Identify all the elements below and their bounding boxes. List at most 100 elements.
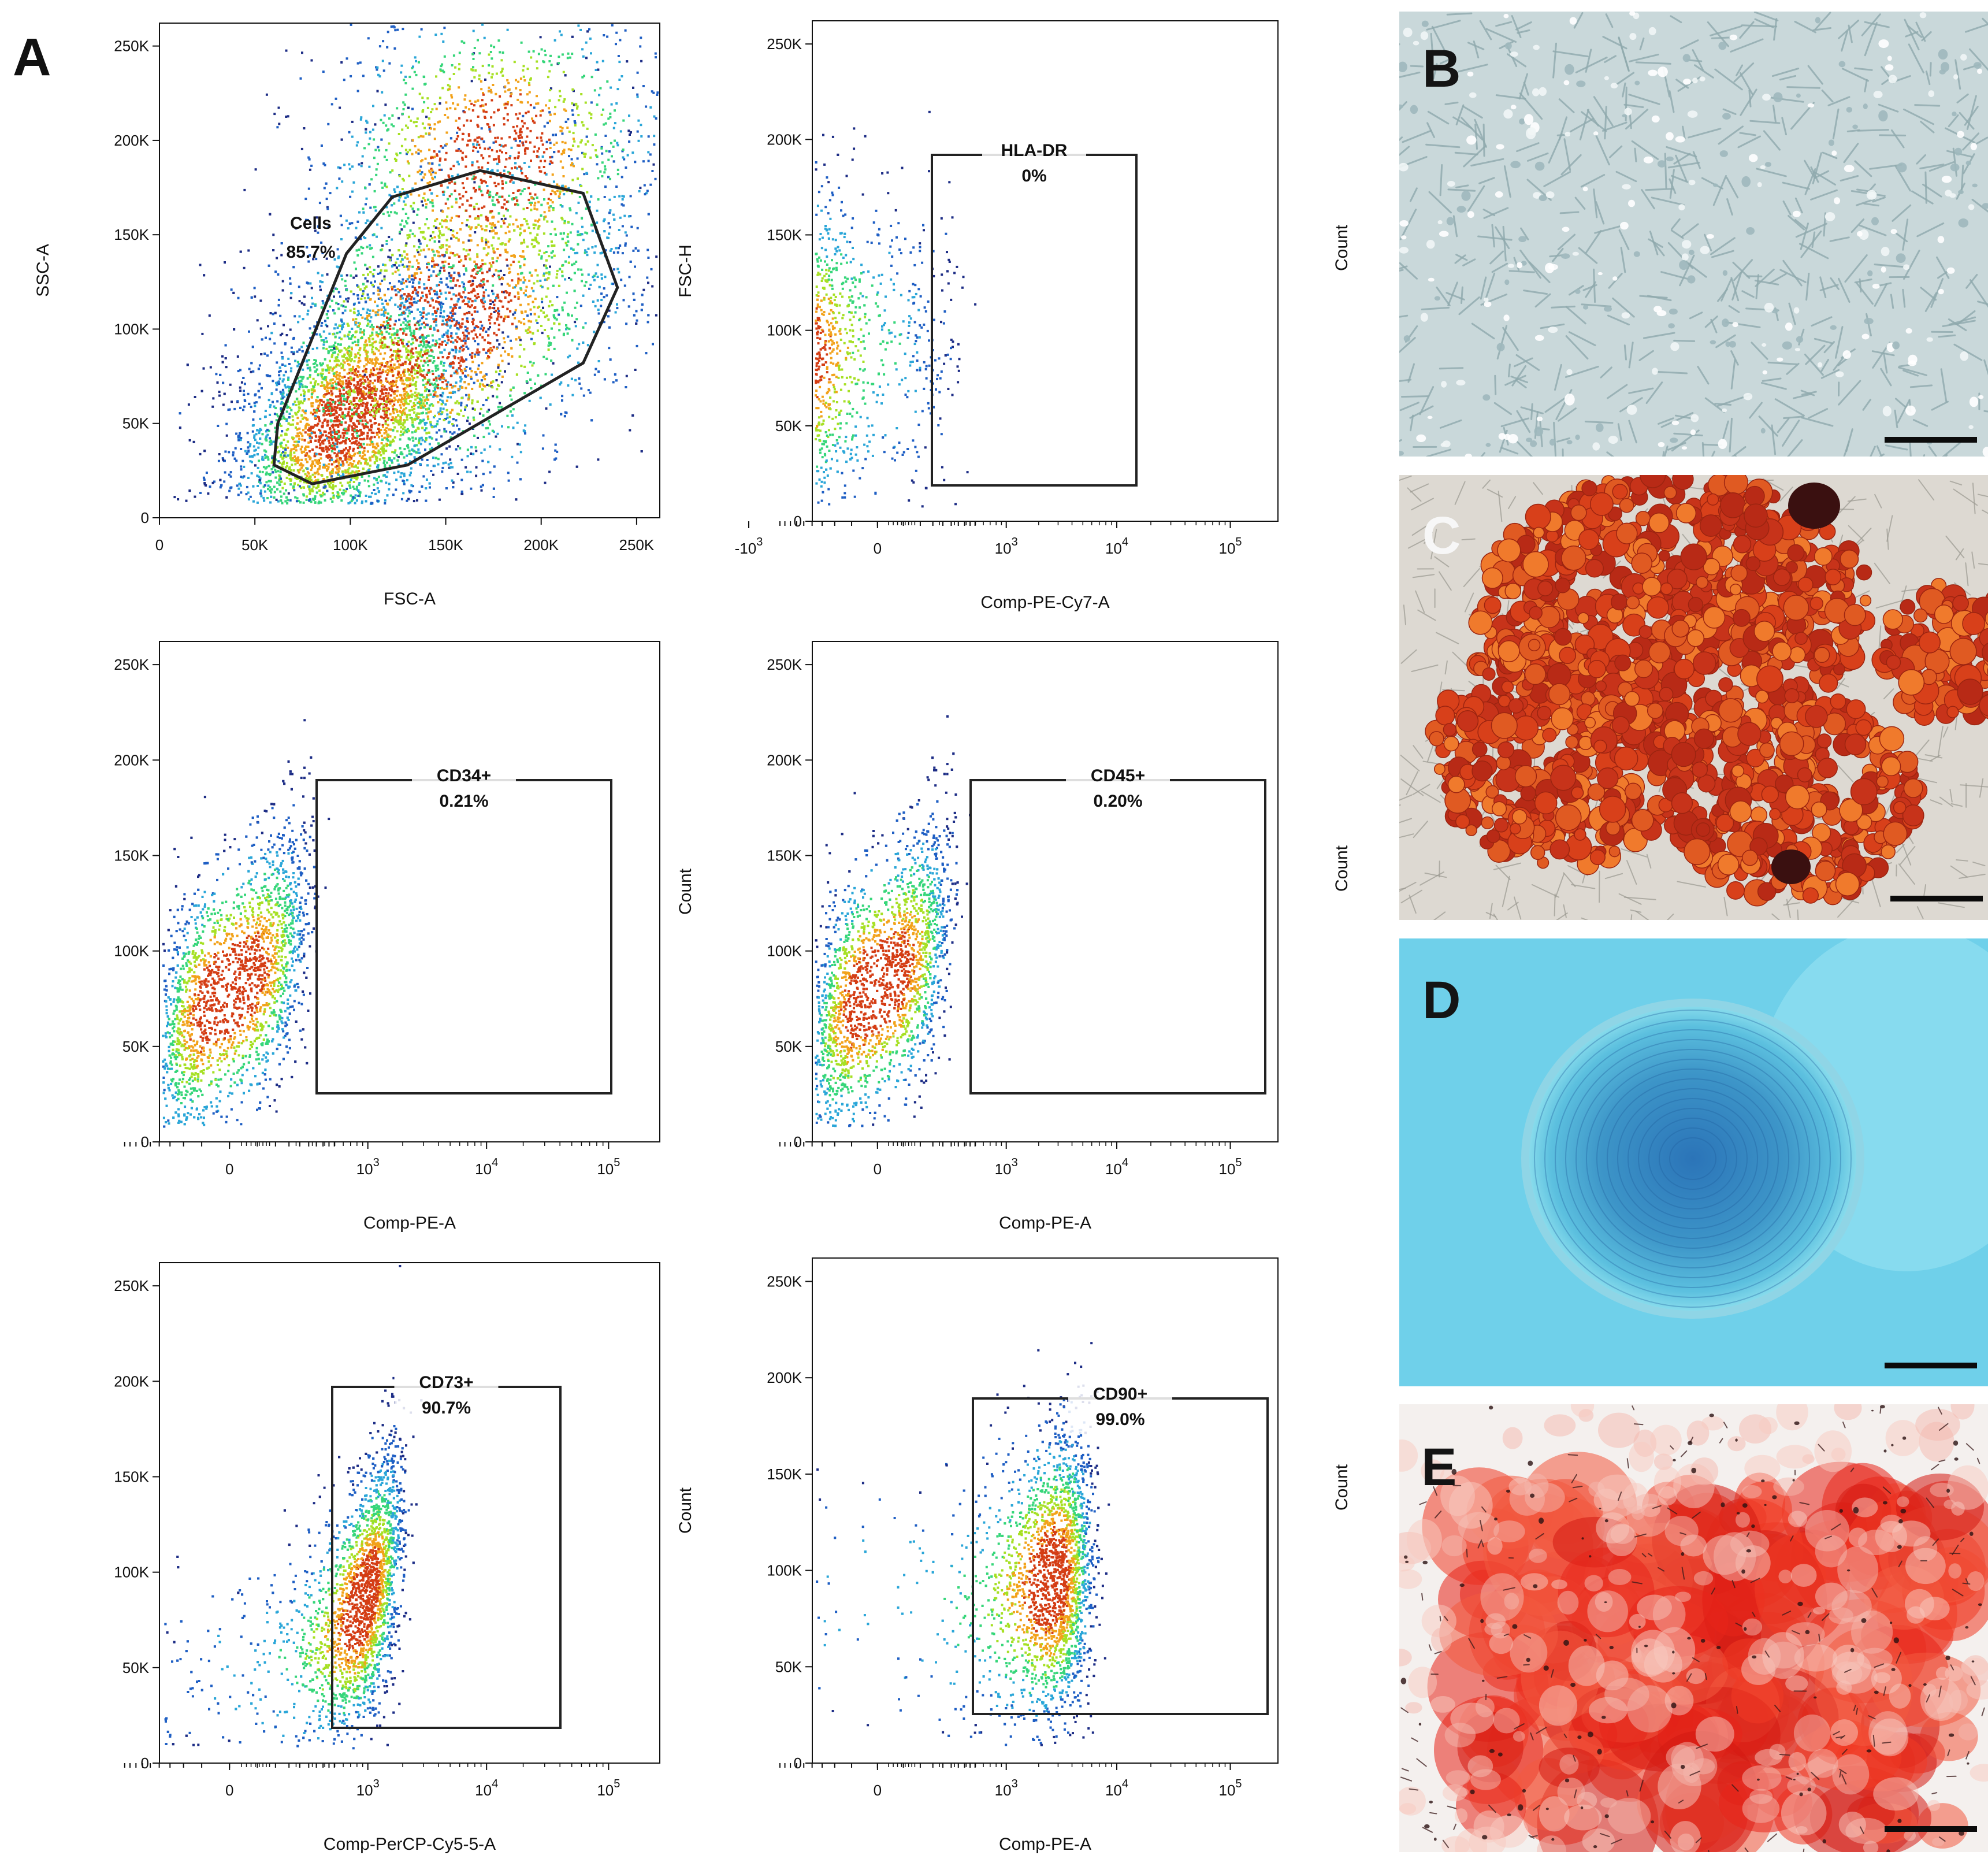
event-dot bbox=[336, 465, 339, 468]
event-dot bbox=[441, 466, 444, 469]
event-dot bbox=[494, 226, 497, 229]
event-dot bbox=[346, 359, 349, 362]
event-dot bbox=[424, 448, 426, 451]
event-dot bbox=[425, 396, 428, 399]
event-dot bbox=[385, 320, 388, 323]
event-dot bbox=[422, 316, 425, 318]
event-dot bbox=[240, 476, 243, 478]
event-dot bbox=[347, 463, 350, 466]
event-dot bbox=[305, 495, 308, 498]
event-dot bbox=[225, 422, 228, 425]
event-dot bbox=[253, 436, 256, 439]
event-dot bbox=[485, 399, 488, 402]
event-dot bbox=[389, 369, 392, 372]
event-dot bbox=[293, 400, 296, 403]
event-dot bbox=[307, 424, 310, 426]
event-dot bbox=[336, 458, 339, 461]
event-dots bbox=[173, 23, 659, 505]
event-dot bbox=[292, 336, 295, 339]
event-dot bbox=[260, 353, 263, 355]
event-dot bbox=[375, 407, 377, 410]
event-dot bbox=[337, 303, 340, 306]
event-dot bbox=[348, 380, 351, 383]
event-dot bbox=[438, 498, 441, 501]
event-dot bbox=[358, 312, 360, 315]
event-dot bbox=[269, 486, 272, 489]
event-dot bbox=[417, 451, 419, 454]
event-dot bbox=[366, 311, 369, 314]
event-dot bbox=[495, 435, 497, 438]
event-dot bbox=[264, 457, 267, 459]
event-dot bbox=[445, 447, 448, 450]
event-dot bbox=[498, 278, 501, 281]
event-dot bbox=[327, 454, 330, 457]
event-dot bbox=[285, 496, 288, 499]
event-dot bbox=[326, 424, 329, 426]
event-dot bbox=[279, 471, 282, 473]
event-dot bbox=[526, 222, 529, 225]
event-dot bbox=[341, 432, 344, 435]
event-dot bbox=[415, 292, 418, 295]
event-dot bbox=[312, 362, 315, 365]
event-dot bbox=[326, 421, 329, 424]
event-dot bbox=[247, 441, 250, 444]
event-dot bbox=[567, 384, 570, 387]
event-dot bbox=[369, 309, 371, 312]
event-dot bbox=[248, 402, 251, 405]
event-dot bbox=[340, 362, 343, 365]
event-dot bbox=[330, 463, 333, 466]
event-dot bbox=[450, 193, 453, 196]
event-dot bbox=[586, 254, 589, 257]
event-dot bbox=[283, 492, 285, 495]
event-dot bbox=[362, 458, 365, 460]
event-dot bbox=[236, 400, 239, 403]
event-dot bbox=[354, 497, 356, 499]
event-dot bbox=[466, 303, 469, 306]
event-dot bbox=[392, 391, 395, 394]
event-dot bbox=[427, 312, 430, 315]
event-dot bbox=[354, 323, 357, 326]
event-dot bbox=[386, 395, 389, 398]
event-dot bbox=[269, 374, 272, 377]
event-dot bbox=[440, 302, 443, 305]
event-dot bbox=[330, 486, 333, 489]
event-dot bbox=[244, 450, 247, 452]
event-dot bbox=[471, 402, 474, 405]
event-dot bbox=[651, 285, 654, 288]
event-dot bbox=[261, 433, 264, 436]
event-dot bbox=[441, 320, 444, 322]
event-dot bbox=[347, 458, 350, 461]
event-dot bbox=[253, 454, 256, 457]
event-dot bbox=[333, 417, 336, 420]
event-dot bbox=[387, 433, 390, 436]
event-dot bbox=[350, 369, 352, 372]
event-dot bbox=[419, 403, 421, 406]
event-dot bbox=[419, 313, 422, 316]
event-dot bbox=[621, 225, 624, 228]
event-dot bbox=[322, 400, 325, 403]
event-dot bbox=[273, 496, 276, 499]
event-dot bbox=[218, 394, 221, 397]
event-dot bbox=[383, 457, 386, 459]
event-dot bbox=[426, 459, 429, 461]
event-dot bbox=[341, 380, 344, 383]
event-dot bbox=[317, 485, 319, 488]
event-dot bbox=[420, 348, 423, 351]
event-dot bbox=[285, 444, 288, 447]
event-dot bbox=[440, 281, 443, 284]
event-dot bbox=[573, 262, 576, 265]
event-dot bbox=[425, 421, 428, 424]
event-dot bbox=[404, 429, 407, 432]
event-dot bbox=[442, 462, 445, 465]
event-dot bbox=[369, 419, 372, 422]
event-dot bbox=[430, 383, 433, 385]
event-dot bbox=[366, 280, 369, 283]
event-dot bbox=[335, 411, 338, 414]
event-dot bbox=[409, 400, 412, 403]
event-dot bbox=[402, 424, 404, 426]
event-dot bbox=[369, 464, 371, 467]
event-dot bbox=[403, 431, 406, 434]
event-dot bbox=[304, 454, 307, 457]
event-dot bbox=[385, 407, 388, 410]
event-dot bbox=[439, 303, 442, 306]
